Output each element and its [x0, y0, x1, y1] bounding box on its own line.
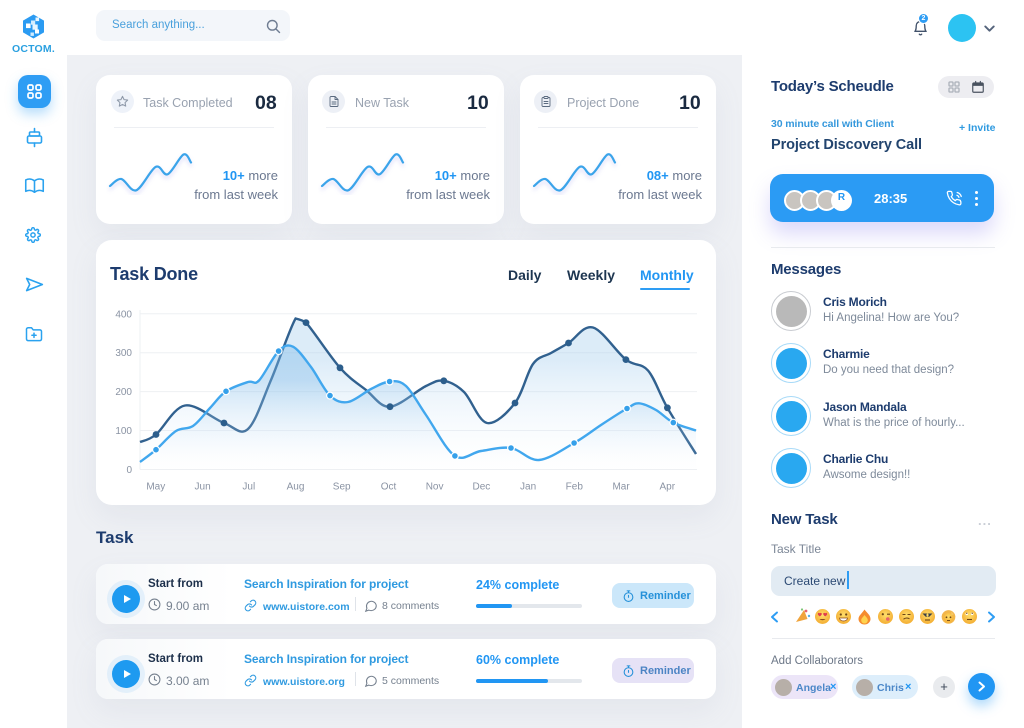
- svg-text:Sep: Sep: [333, 482, 351, 493]
- svg-text:Oct: Oct: [381, 482, 397, 493]
- svg-text:Mar: Mar: [612, 482, 630, 493]
- svg-text:May: May: [146, 482, 165, 493]
- svg-text:Jun: Jun: [195, 482, 211, 493]
- svg-text:Dec: Dec: [473, 482, 491, 493]
- svg-text:200: 200: [115, 387, 132, 398]
- svg-text:Aug: Aug: [287, 482, 305, 493]
- svg-text:Feb: Feb: [566, 482, 584, 493]
- svg-text:400: 400: [115, 309, 132, 320]
- svg-text:Jul: Jul: [242, 482, 255, 493]
- svg-text:Apr: Apr: [660, 482, 676, 493]
- svg-text:0: 0: [126, 465, 132, 476]
- svg-text:100: 100: [115, 426, 132, 437]
- svg-text:Jan: Jan: [520, 482, 536, 493]
- svg-text:300: 300: [115, 348, 132, 359]
- svg-text:Nov: Nov: [426, 482, 444, 493]
